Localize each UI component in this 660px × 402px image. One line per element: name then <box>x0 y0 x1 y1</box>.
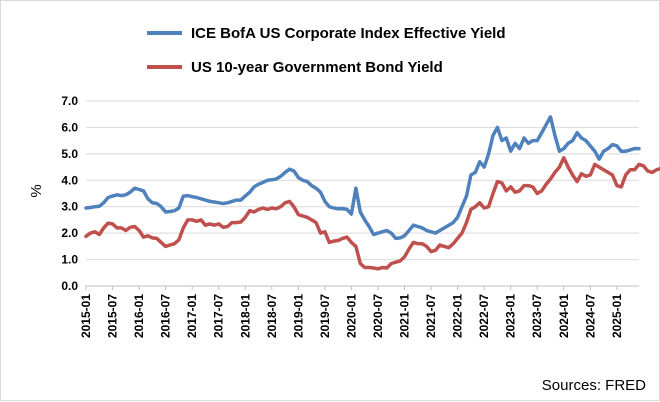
x-tick-label: 2022-07 <box>477 294 491 338</box>
x-tick-label: 2018-01 <box>238 294 252 338</box>
x-tick-label: 2025-01 <box>610 294 624 338</box>
x-tick-label: 2016-01 <box>132 294 146 338</box>
x-tick-label: 2020-01 <box>344 294 358 338</box>
source-note: Sources: FRED <box>542 377 646 394</box>
legend-label-treasury-yield: US 10-year Government Bond Yield <box>191 59 443 76</box>
y-tick-label: 3.0 <box>61 200 78 214</box>
y-tick-label: 1.0 <box>61 253 78 267</box>
legend-label-corporate-yield: ICE BofA US Corporate Index Effective Yi… <box>191 25 506 42</box>
x-tick-label: 2017-07 <box>212 294 226 338</box>
x-tick-label: 2015-01 <box>79 294 93 338</box>
series-lines <box>84 115 660 271</box>
x-tick-label: 2023-07 <box>530 294 544 338</box>
x-tick-label: 2015-07 <box>106 294 120 338</box>
x-tick-label: 2020-07 <box>371 294 385 338</box>
x-tick-label: 2021-01 <box>398 294 412 338</box>
gridlines <box>86 100 639 261</box>
legend: ICE BofA US Corporate Index Effective Yi… <box>147 25 506 76</box>
series-line-corporate-yield <box>84 115 641 241</box>
x-tick-label: 2017-01 <box>185 294 199 338</box>
y-tick-label: 5.0 <box>61 147 78 161</box>
series-line-treasury-yield <box>84 156 660 271</box>
x-tick-label: 2019-07 <box>318 294 332 338</box>
x-tick-label: 2022-01 <box>451 294 465 338</box>
x-tick-label: 2024-01 <box>557 294 571 338</box>
x-tick-label: 2019-01 <box>291 294 305 338</box>
x-tick-label: 2016-07 <box>159 294 173 338</box>
y-tick-label: 2.0 <box>61 226 78 240</box>
y-tick-label: 6.0 <box>61 120 78 134</box>
x-tick-label: 2024-07 <box>583 294 597 338</box>
x-tick-label: 2021-07 <box>424 294 438 338</box>
x-tick-label: 2018-07 <box>265 294 279 338</box>
y-axis-label: % <box>28 184 45 197</box>
y-tick-label: 4.0 <box>61 173 78 187</box>
y-tick-label: 7.0 <box>61 94 78 108</box>
y-tick-label: 0.0 <box>61 279 78 293</box>
x-tick-label: 2023-01 <box>504 294 518 338</box>
axes: 0.0 1.0 2.0 3.0 4.0 5.0 6.0 7.0 2015-01 2015-07 20… <box>61 94 639 338</box>
